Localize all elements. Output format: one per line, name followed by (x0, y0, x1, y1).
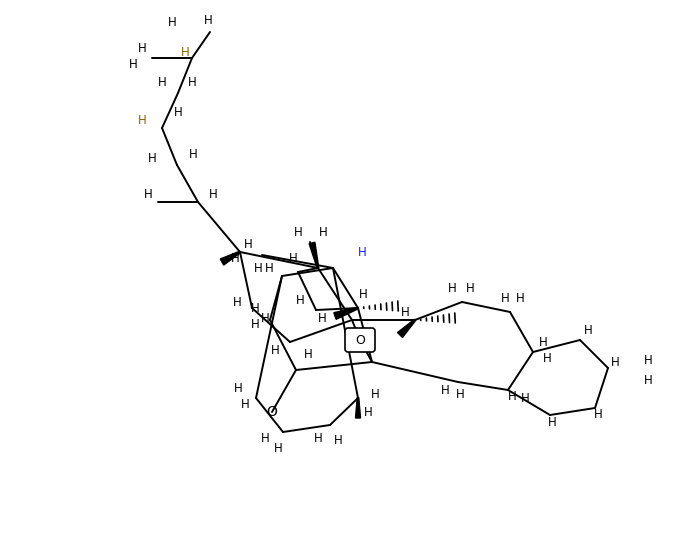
Text: H: H (516, 291, 524, 305)
Text: H: H (318, 225, 327, 239)
Polygon shape (398, 320, 416, 337)
Text: H: H (251, 319, 259, 331)
Text: H: H (358, 246, 366, 260)
Text: H: H (147, 152, 156, 164)
FancyBboxPatch shape (345, 328, 375, 352)
Text: H: H (293, 225, 302, 239)
Text: H: H (261, 431, 270, 445)
Text: H: H (543, 351, 551, 365)
Text: H: H (448, 281, 457, 295)
Text: H: H (507, 391, 516, 403)
Text: H: H (313, 431, 322, 445)
Text: H: H (318, 311, 327, 325)
Text: H: H (539, 336, 548, 349)
Text: H: H (456, 388, 464, 401)
Text: H: H (288, 251, 297, 265)
Text: H: H (129, 58, 138, 72)
Text: H: H (584, 324, 592, 336)
Text: H: H (138, 114, 147, 127)
Text: H: H (521, 391, 530, 405)
Polygon shape (220, 251, 240, 265)
Text: H: H (251, 301, 259, 315)
Text: H: H (270, 344, 279, 356)
Text: H: H (231, 251, 239, 265)
Text: H: H (370, 388, 379, 401)
Text: H: H (167, 16, 177, 28)
Text: H: H (644, 354, 653, 366)
Text: H: H (208, 189, 218, 201)
Text: O: O (355, 334, 365, 346)
Text: H: H (244, 239, 252, 251)
Text: H: H (304, 349, 312, 361)
Text: H: H (363, 406, 373, 420)
Text: H: H (240, 398, 250, 411)
Text: H: H (181, 47, 189, 59)
Text: O: O (267, 405, 277, 419)
Text: H: H (295, 294, 304, 306)
Text: H: H (138, 42, 147, 54)
Text: H: H (234, 381, 243, 395)
Text: H: H (466, 281, 475, 295)
Text: H: H (359, 289, 368, 301)
Polygon shape (309, 243, 319, 268)
Polygon shape (356, 398, 361, 418)
Text: H: H (500, 291, 509, 305)
Text: H: H (334, 433, 343, 447)
Text: H: H (144, 189, 152, 201)
Text: H: H (204, 13, 213, 27)
Polygon shape (334, 307, 358, 319)
Text: H: H (158, 77, 166, 89)
Text: H: H (548, 416, 557, 428)
Text: H: H (441, 384, 450, 396)
Text: H: H (261, 311, 270, 325)
Text: H: H (274, 441, 282, 455)
Text: H: H (400, 306, 409, 320)
Text: H: H (188, 77, 197, 89)
Text: H: H (594, 408, 603, 421)
Text: H: H (265, 261, 273, 275)
Text: H: H (611, 356, 619, 369)
Text: H: H (188, 149, 197, 162)
Text: H: H (174, 105, 182, 119)
Text: H: H (254, 261, 263, 275)
Text: H: H (233, 296, 241, 310)
Text: H: H (644, 374, 653, 386)
